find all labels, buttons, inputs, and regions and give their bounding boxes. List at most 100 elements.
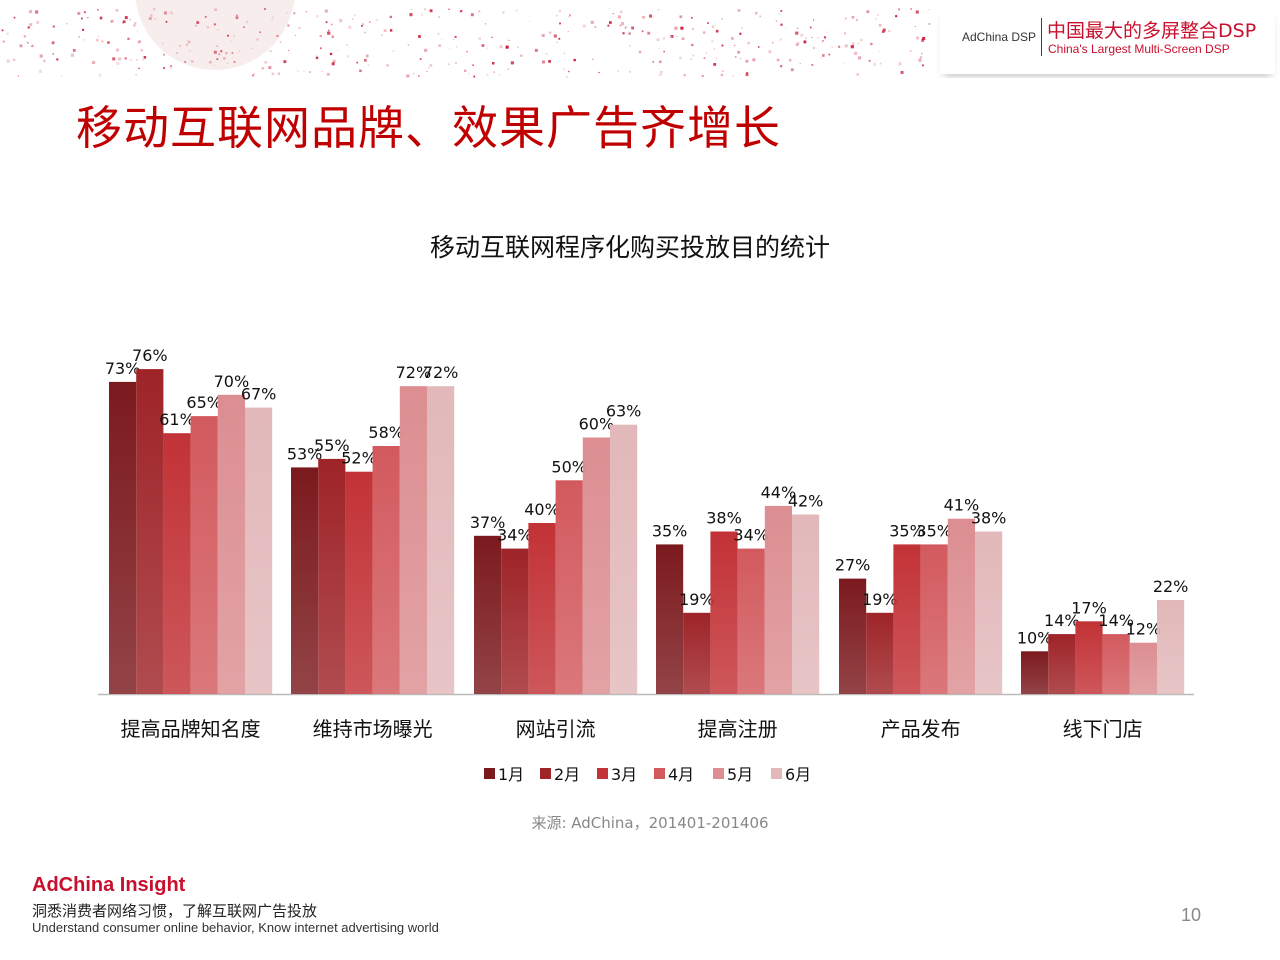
decorative-dot — [448, 63, 450, 65]
decorative-dot — [97, 9, 99, 11]
data-label: 35% — [916, 521, 952, 540]
brand-slogan-en: China's Largest Multi-Screen DSP — [1048, 42, 1230, 56]
decorative-dot — [811, 36, 813, 38]
bar — [474, 535, 502, 694]
decorative-dot — [491, 36, 493, 38]
decorative-dot — [286, 12, 288, 14]
chart-title: 移动互联网程序化购买投放目的统计 — [429, 233, 830, 262]
decorative-dot — [478, 37, 481, 40]
legend-label: 4月 — [668, 765, 694, 784]
decorative-dot — [620, 10, 623, 14]
decorative-dot — [225, 52, 228, 55]
decorative-dot — [389, 15, 392, 19]
decorative-dot — [573, 58, 576, 62]
decorative-dot — [676, 36, 678, 38]
decorative-dot — [163, 53, 165, 56]
brand-small-label: AdChina DSP — [962, 30, 1037, 44]
decorative-dot — [346, 44, 348, 46]
data-label: 12% — [1126, 620, 1162, 639]
decorative-dot — [910, 8, 912, 10]
decorative-dot — [628, 32, 631, 35]
decorative-dot — [386, 64, 389, 67]
bar — [737, 548, 765, 694]
decorative-dot — [502, 11, 505, 14]
decorative-dot — [381, 34, 383, 36]
decorative-dot — [493, 71, 495, 73]
data-label: 34% — [733, 526, 769, 545]
bar — [610, 424, 638, 694]
decorative-dot — [713, 63, 717, 66]
decorative-dot — [620, 22, 625, 26]
decorative-dot — [822, 54, 825, 57]
decorative-dot — [652, 61, 654, 63]
decorative-dot — [136, 59, 138, 61]
decorative-dot — [789, 59, 792, 62]
decorative-dot — [711, 40, 714, 43]
decorative-dot — [466, 51, 468, 53]
decorative-dot — [276, 34, 279, 37]
decorative-dot — [759, 15, 762, 18]
decorative-dot — [303, 70, 305, 72]
decorative-dot — [878, 50, 880, 52]
decorative-dot — [135, 74, 137, 76]
decorative-dot — [878, 23, 882, 27]
decorative-dot — [556, 41, 558, 43]
decorative-dot — [235, 16, 239, 19]
decorative-dot — [741, 27, 743, 29]
decorative-dot — [406, 74, 410, 78]
decorative-dot — [213, 50, 217, 54]
decorative-dot — [118, 57, 122, 61]
decorative-dot — [366, 54, 369, 58]
decorative-dot — [27, 26, 30, 29]
decorative-dot — [83, 39, 85, 41]
data-label: 58% — [368, 423, 404, 442]
bar — [1075, 621, 1103, 694]
bar — [920, 544, 948, 694]
decorative-dot — [746, 71, 748, 74]
decorative-dot — [129, 59, 132, 61]
decorative-dot — [191, 60, 194, 63]
bar — [975, 531, 1003, 694]
decorative-dot — [478, 10, 481, 13]
decorative-dot — [641, 30, 644, 33]
decorative-dot — [656, 38, 660, 41]
decorative-dot — [100, 16, 103, 19]
decorative-dot — [170, 65, 172, 67]
data-label: 76% — [132, 346, 168, 365]
decorative-dot — [19, 44, 23, 48]
decorative-dot — [754, 11, 758, 15]
decorative-dot — [775, 20, 778, 22]
decorative-dot — [647, 31, 651, 35]
decorative-dot — [305, 11, 307, 13]
decorative-dot — [612, 13, 614, 15]
bar — [190, 416, 218, 694]
page-number: 10 — [1181, 905, 1202, 925]
data-label: 38% — [706, 509, 742, 528]
decorative-dot — [868, 59, 871, 62]
decorative-dot — [169, 66, 173, 69]
decorative-dot — [227, 34, 229, 37]
decorative-dot — [882, 28, 886, 32]
decorative-dot — [337, 49, 339, 51]
decorative-dot — [81, 17, 83, 20]
decorative-dot — [922, 37, 926, 41]
decorative-dot — [194, 24, 197, 27]
decorative-dot — [558, 9, 561, 13]
decorative-dot — [776, 58, 780, 62]
decorative-dot — [356, 62, 359, 64]
decorative-dot — [851, 16, 855, 19]
legend-label: 6月 — [785, 765, 811, 784]
decorative-dot — [35, 10, 39, 14]
decorative-dot — [271, 18, 273, 20]
decorative-dot — [429, 9, 433, 13]
decorative-dot — [154, 18, 157, 20]
decorative-dot — [498, 74, 500, 76]
decorative-dot — [702, 31, 706, 34]
data-label: 63% — [606, 402, 642, 421]
data-label: 61% — [159, 410, 195, 429]
decorative-dot — [715, 29, 719, 33]
decorative-dot — [213, 23, 216, 26]
decorative-dot — [659, 73, 662, 76]
decorative-dot — [499, 45, 503, 49]
decorative-dot — [209, 61, 212, 64]
